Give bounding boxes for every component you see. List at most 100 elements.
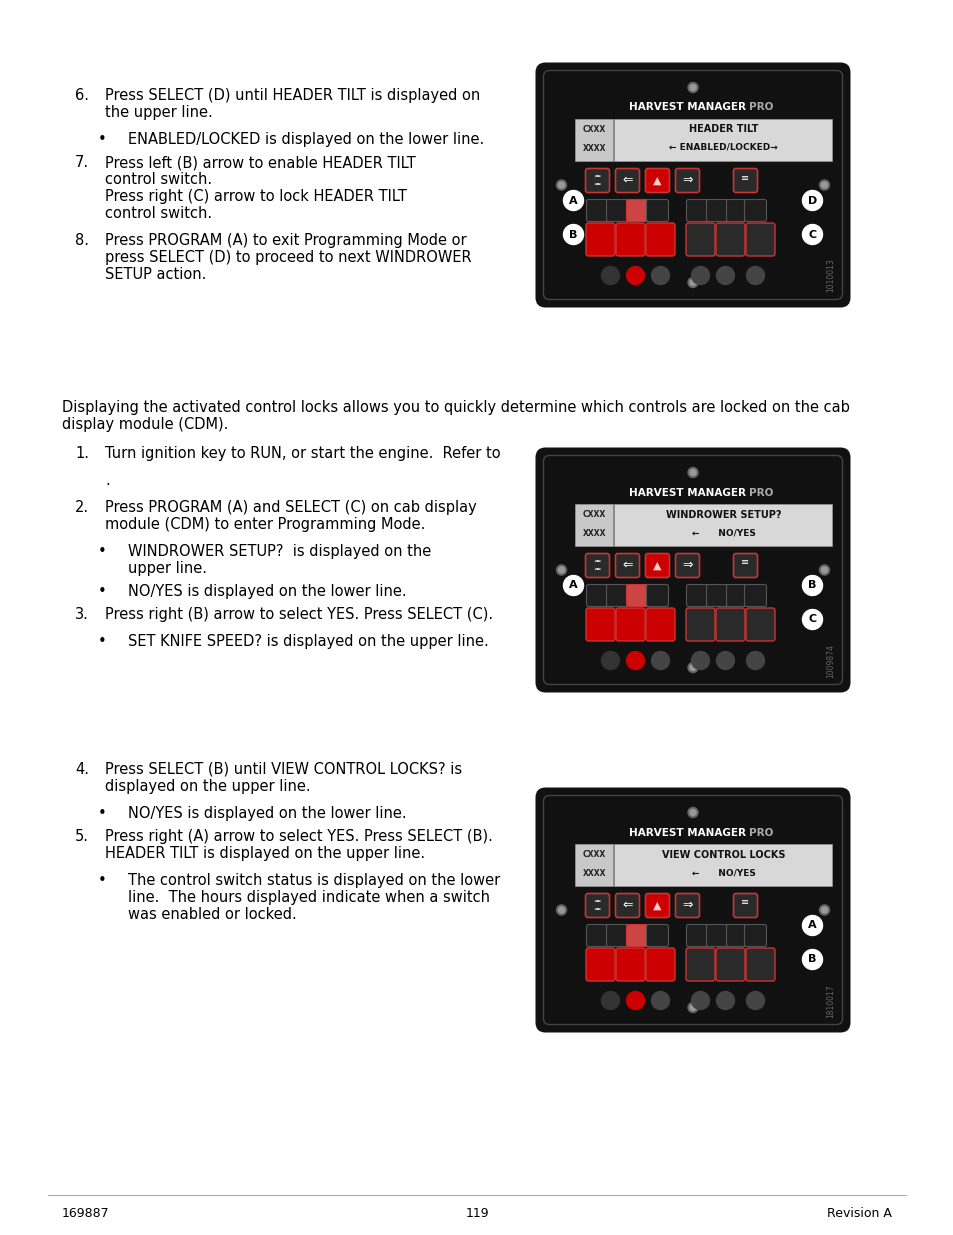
Circle shape xyxy=(716,992,734,1009)
Circle shape xyxy=(626,992,644,1009)
Text: ══: ══ xyxy=(594,559,600,564)
Text: .: . xyxy=(105,473,110,488)
Text: Press PROGRAM (A) to exit Programming Mode or: Press PROGRAM (A) to exit Programming Mo… xyxy=(105,233,466,248)
Text: SET KNIFE SPEED? is displayed on the upper line.: SET KNIFE SPEED? is displayed on the upp… xyxy=(128,634,488,650)
Text: XXXX: XXXX xyxy=(582,144,605,153)
Text: •: • xyxy=(98,584,107,599)
Circle shape xyxy=(745,652,763,669)
FancyBboxPatch shape xyxy=(606,584,628,606)
FancyBboxPatch shape xyxy=(615,893,639,918)
Circle shape xyxy=(687,83,698,93)
FancyBboxPatch shape xyxy=(675,893,699,918)
Text: ⇒: ⇒ xyxy=(681,899,692,911)
Text: A: A xyxy=(569,580,578,590)
FancyBboxPatch shape xyxy=(616,608,644,641)
Text: displayed on the upper line.: displayed on the upper line. xyxy=(105,779,311,794)
FancyBboxPatch shape xyxy=(543,70,841,300)
Text: 169887: 169887 xyxy=(62,1207,110,1220)
FancyBboxPatch shape xyxy=(743,584,765,606)
Text: 3.: 3. xyxy=(75,606,89,622)
Circle shape xyxy=(745,992,763,1009)
Text: WINDROWER SETUP?  is displayed on the: WINDROWER SETUP? is displayed on the xyxy=(128,543,431,559)
Circle shape xyxy=(716,652,734,669)
FancyBboxPatch shape xyxy=(586,925,608,946)
Text: Turn ignition key to RUN, or start the engine.  Refer to: Turn ignition key to RUN, or start the e… xyxy=(105,446,500,461)
Text: Press SELECT (B) until VIEW CONTROL LOCKS? is: Press SELECT (B) until VIEW CONTROL LOCK… xyxy=(105,762,461,777)
Text: HARVEST MANAGER: HARVEST MANAGER xyxy=(629,488,745,498)
Text: •: • xyxy=(98,873,107,888)
FancyBboxPatch shape xyxy=(645,948,675,981)
Circle shape xyxy=(691,992,709,1009)
FancyBboxPatch shape xyxy=(685,948,714,981)
Text: 1810017: 1810017 xyxy=(825,984,835,1018)
Circle shape xyxy=(689,809,696,815)
FancyBboxPatch shape xyxy=(675,168,699,193)
Text: upper line.: upper line. xyxy=(128,561,207,576)
Circle shape xyxy=(745,267,763,284)
FancyBboxPatch shape xyxy=(585,893,609,918)
Text: ⇐: ⇐ xyxy=(621,899,632,911)
FancyBboxPatch shape xyxy=(706,200,728,221)
Text: 119: 119 xyxy=(465,1207,488,1220)
Text: Press right (B) arrow to select YES. Press SELECT (C).: Press right (B) arrow to select YES. Pre… xyxy=(105,606,493,622)
Text: HARVEST MANAGER: HARVEST MANAGER xyxy=(629,103,745,112)
FancyBboxPatch shape xyxy=(645,608,675,641)
Circle shape xyxy=(689,1004,696,1010)
Text: control switch.: control switch. xyxy=(105,172,212,186)
Text: 1.: 1. xyxy=(75,446,89,461)
Circle shape xyxy=(651,992,669,1009)
Text: Press left (B) arrow to enable HEADER TILT: Press left (B) arrow to enable HEADER TI… xyxy=(105,156,416,170)
Text: ≡: ≡ xyxy=(740,173,749,183)
Circle shape xyxy=(821,182,826,188)
Text: NO/YES is displayed on the lower line.: NO/YES is displayed on the lower line. xyxy=(128,806,406,821)
Text: HARVEST MANAGER: HARVEST MANAGER xyxy=(629,827,745,837)
FancyBboxPatch shape xyxy=(726,200,748,221)
Circle shape xyxy=(563,576,583,595)
Text: •: • xyxy=(98,806,107,821)
Bar xyxy=(614,844,832,885)
FancyBboxPatch shape xyxy=(685,224,714,256)
Text: ▲: ▲ xyxy=(653,900,661,910)
Text: HEADER TILT: HEADER TILT xyxy=(688,125,758,135)
Circle shape xyxy=(821,906,826,913)
Text: Displaying the activated control locks allows you to quickly determine which con: Displaying the activated control locks a… xyxy=(62,400,849,415)
FancyBboxPatch shape xyxy=(541,453,843,687)
Circle shape xyxy=(716,267,734,284)
FancyBboxPatch shape xyxy=(615,553,639,578)
Text: The control switch status is displayed on the lower: The control switch status is displayed o… xyxy=(128,873,499,888)
Text: 4.: 4. xyxy=(75,762,89,777)
FancyBboxPatch shape xyxy=(541,794,843,1026)
Text: module (CDM) to enter Programming Mode.: module (CDM) to enter Programming Mode. xyxy=(105,517,425,532)
Text: NO/YES is displayed on the lower line.: NO/YES is displayed on the lower line. xyxy=(128,584,406,599)
Text: ══: ══ xyxy=(594,567,600,572)
FancyBboxPatch shape xyxy=(626,200,648,221)
Text: XXXX: XXXX xyxy=(582,529,605,538)
Text: •: • xyxy=(98,634,107,650)
Text: line.  The hours displayed indicate when a switch: line. The hours displayed indicate when … xyxy=(128,890,490,905)
Text: CXXX: CXXX xyxy=(582,510,605,519)
FancyBboxPatch shape xyxy=(716,948,744,981)
Circle shape xyxy=(689,84,696,90)
Text: XXXX: XXXX xyxy=(582,869,605,878)
FancyBboxPatch shape xyxy=(745,948,774,981)
Text: Press right (A) arrow to select YES. Press SELECT (B).: Press right (A) arrow to select YES. Pre… xyxy=(105,829,493,844)
Circle shape xyxy=(556,564,566,576)
Text: Revision A: Revision A xyxy=(826,1207,891,1220)
Circle shape xyxy=(689,469,696,475)
FancyBboxPatch shape xyxy=(646,925,668,946)
Circle shape xyxy=(819,564,828,576)
FancyBboxPatch shape xyxy=(543,795,841,1025)
FancyBboxPatch shape xyxy=(585,168,609,193)
Bar xyxy=(575,504,613,546)
FancyBboxPatch shape xyxy=(726,925,748,946)
Circle shape xyxy=(687,278,698,288)
Text: 1009874: 1009874 xyxy=(825,643,835,678)
FancyBboxPatch shape xyxy=(645,553,669,578)
FancyBboxPatch shape xyxy=(535,788,850,1032)
Text: ⇒: ⇒ xyxy=(681,174,692,186)
Text: B: B xyxy=(807,955,816,965)
Text: ≡: ≡ xyxy=(740,557,749,568)
FancyBboxPatch shape xyxy=(645,168,669,193)
Circle shape xyxy=(687,808,698,818)
FancyBboxPatch shape xyxy=(706,584,728,606)
